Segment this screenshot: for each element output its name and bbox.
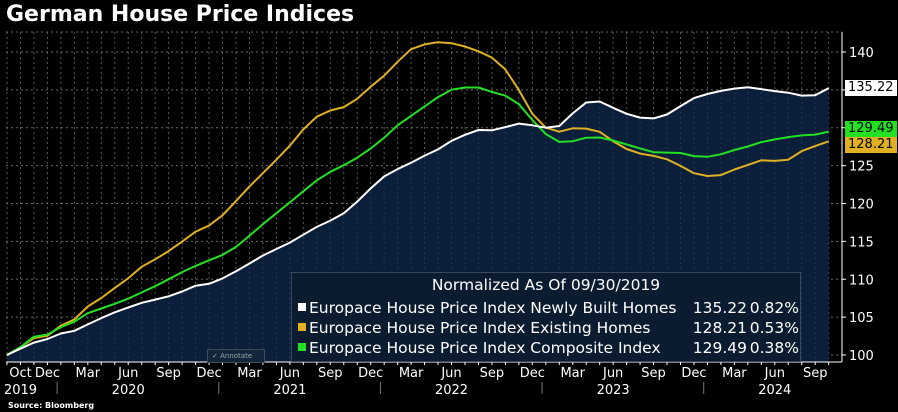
x-tick-label-month: Mar [399, 366, 424, 381]
legend-change: 0.38% [749, 339, 799, 357]
y-tick-label: 140 [849, 46, 874, 61]
legend-swatch [298, 343, 306, 351]
legend-item-newly-built: Europace House Price Index Newly Built H… [298, 299, 799, 319]
annotate-label: Annotate [220, 352, 253, 360]
x-tick-label-month: Mar [722, 366, 747, 381]
x-tick-label-year: 2022 [435, 383, 468, 398]
x-tick-label-month: Jun [117, 366, 138, 381]
last-value-tag-newly-built: 135.22 [845, 80, 897, 97]
chart-title: German House Price Indices [6, 2, 355, 27]
source-note: Source: Bloomberg [8, 401, 95, 410]
legend-item-existing: Europace House Price Index Existing Home… [298, 319, 799, 339]
x-tick-label-month: Oct [9, 366, 31, 381]
x-tick-label-month: Jun [602, 366, 623, 381]
x-tick-label-month: Sep [156, 366, 181, 381]
x-tick-label-year: 2019 [4, 383, 37, 398]
legend-change: 0.53% [749, 319, 799, 337]
check-icon: ✓ [212, 352, 221, 360]
last-value-tag-composite: 129.49 [845, 120, 897, 137]
x-tick-label-month: Jun [440, 366, 461, 381]
legend: Normalized As Of 09/30/2019 Europace Hou… [291, 272, 801, 362]
series-lines [6, 41, 830, 356]
series-line-newly-built [6, 86, 830, 356]
legend-item-composite: Europace House Price Index Composite Ind… [298, 339, 799, 359]
legend-value: 128.21 [692, 319, 747, 337]
legend-label: Europace House Price Index Composite Ind… [309, 339, 661, 357]
legend-value: 135.22 [692, 299, 747, 317]
y-tick-label: 125 [849, 160, 874, 175]
x-tick-label-month: Dec [520, 366, 545, 381]
annotate-button[interactable]: ✓ Annotate [207, 349, 265, 363]
x-tick-label-month: Dec [196, 366, 221, 381]
legend-label: Europace House Price Index Newly Built H… [309, 299, 677, 317]
series-line-existing [6, 41, 830, 356]
legend-change: 0.82% [749, 299, 799, 317]
legend-swatch [298, 303, 306, 311]
x-tick-label-month: Jun [279, 366, 300, 381]
y-tick-label: 115 [849, 235, 874, 250]
x-tick-label-month: Sep [480, 366, 505, 381]
legend-swatch [298, 323, 306, 331]
x-tick-label-month: Dec [35, 366, 60, 381]
y-tick-label: 105 [849, 311, 874, 326]
x-tick-label-month: Sep [803, 366, 828, 381]
x-tick-label-year: 2020 [112, 383, 145, 398]
y-tick-label: 100 [849, 349, 874, 364]
x-tick-label-month: Mar [237, 366, 262, 381]
x-tick-label-month: Sep [318, 366, 343, 381]
x-tick-label-month: Dec [358, 366, 383, 381]
legend-label: Europace House Price Index Existing Home… [309, 319, 651, 337]
x-tick-label-month: Mar [76, 366, 101, 381]
x-tick-label-month: Sep [641, 366, 666, 381]
x-tick-label-year: 2021 [273, 383, 306, 398]
axes [6, 32, 843, 363]
x-tick-label-month: Jun [764, 366, 785, 381]
series-line-composite [6, 86, 829, 356]
x-tick-label-month: Dec [681, 366, 706, 381]
last-value-tag-existing: 128.21 [845, 137, 897, 154]
x-tick-label-year: 2023 [597, 383, 630, 398]
x-tick-label-year: 2024 [758, 383, 791, 398]
x-axis-ticks: Oct 2019 Dec Mar Jun 2020 Sep Dec Mar Jun 2021 Sep D… [4, 362, 830, 398]
y-tick-label: 110 [849, 273, 874, 288]
y-tick-label: 120 [849, 198, 874, 213]
x-tick-label-month: Mar [560, 366, 585, 381]
legend-title: Normalized As Of 09/30/2019 [431, 276, 661, 294]
legend-value: 129.49 [692, 339, 747, 357]
